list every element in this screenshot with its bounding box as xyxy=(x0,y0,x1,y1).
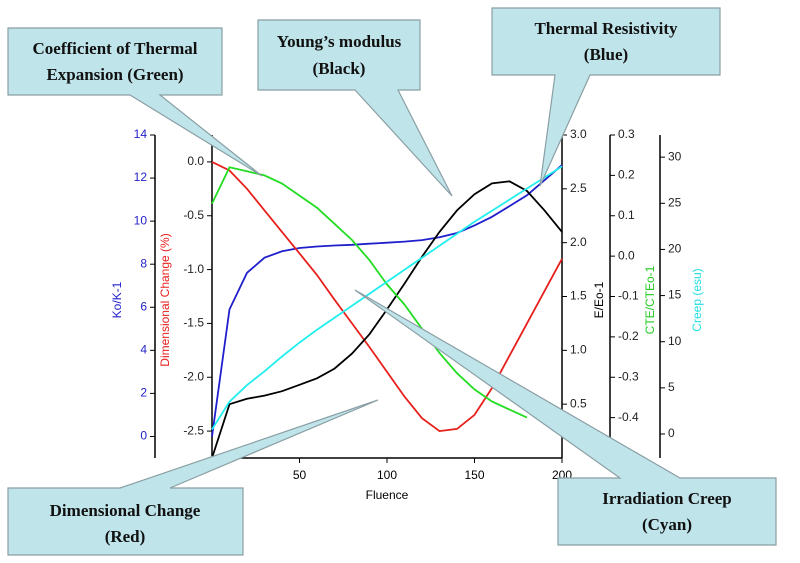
x-axis-label: Fluence xyxy=(366,488,409,502)
y-tick-label: -2.0 xyxy=(183,369,204,383)
data-line xyxy=(211,164,563,437)
callout-text: (Cyan) xyxy=(642,515,692,534)
y-tick-label: 8 xyxy=(140,256,147,270)
y-tick-label: -0.1 xyxy=(618,289,639,303)
callout-text: (Black) xyxy=(313,59,366,78)
callout-text: Coefficient of Thermal xyxy=(33,39,198,58)
y-tick-label: 1.0 xyxy=(570,343,587,357)
y-tick-label: 15 xyxy=(668,288,682,302)
callout-text: Dimensional Change xyxy=(50,501,201,520)
y-tick-label: -1.0 xyxy=(183,262,204,276)
y-tick-label: 1.5 xyxy=(570,289,587,303)
callout-text: (Red) xyxy=(105,527,146,546)
y-tick-label: 0.3 xyxy=(618,127,635,141)
y-tick-label: 25 xyxy=(668,195,682,209)
y-tick-label: -2.5 xyxy=(183,423,204,437)
callout xyxy=(354,289,777,546)
y-tick-label: 0.2 xyxy=(618,168,635,182)
y-tick-label: 3.0 xyxy=(570,127,587,141)
callout xyxy=(257,19,453,197)
y-tick-label: 5 xyxy=(668,380,675,394)
callout-text: Irradiation Creep xyxy=(602,489,732,508)
y-tick-label: 20 xyxy=(668,242,682,256)
callout-text: (Blue) xyxy=(584,45,628,64)
y-axis-label: Dimensional Change (%) xyxy=(158,233,172,366)
y-tick-label: 2 xyxy=(140,386,147,400)
y-tick-label: 12 xyxy=(134,170,148,184)
y-tick-label: 14 xyxy=(134,127,148,141)
data-line xyxy=(211,166,528,419)
y-axis-label: Ko/K-1 xyxy=(110,281,124,318)
y-tick-label: -0.3 xyxy=(618,369,639,383)
y-tick-label: 30 xyxy=(668,149,682,163)
data-line xyxy=(211,180,563,459)
y-tick-label: 0.0 xyxy=(618,248,635,262)
y-axis-label: E/Eo-1 xyxy=(592,281,606,318)
y-tick-label: 0 xyxy=(140,429,147,443)
callout-text: Young’s modulus xyxy=(277,32,402,51)
y-tick-label: -0.4 xyxy=(618,410,639,424)
data-line xyxy=(211,161,563,433)
callout-text: Expansion (Green) xyxy=(46,65,183,84)
y-axis-label: Creep (esu) xyxy=(690,268,704,331)
y-tick-label: 0.1 xyxy=(618,208,635,222)
y-tick-label: 0.0 xyxy=(187,154,204,168)
x-tick-label: 150 xyxy=(464,468,484,482)
y-tick-label: 4 xyxy=(140,343,147,357)
y-tick-label: 0 xyxy=(668,426,675,440)
y-axis-label: CTE/CTEo-1 xyxy=(643,265,657,334)
callout xyxy=(7,399,379,556)
x-tick-label: 50 xyxy=(293,468,307,482)
y-tick-label: 2.0 xyxy=(570,235,587,249)
callout-text: Thermal Resistivity xyxy=(534,19,678,38)
y-tick-label: 6 xyxy=(140,299,147,313)
y-tick-label: 0.5 xyxy=(570,396,587,410)
y-tick-label: 2.5 xyxy=(570,181,587,195)
y-tick-label: 10 xyxy=(668,334,682,348)
x-tick-label: 100 xyxy=(377,468,397,482)
callout xyxy=(7,27,263,177)
y-tick-label: -0.2 xyxy=(618,329,639,343)
callout xyxy=(491,7,721,187)
data-line xyxy=(211,165,563,430)
y-tick-label: -1.5 xyxy=(183,316,204,330)
y-tick-label: 10 xyxy=(134,213,148,227)
y-tick-label: -0.5 xyxy=(183,208,204,222)
